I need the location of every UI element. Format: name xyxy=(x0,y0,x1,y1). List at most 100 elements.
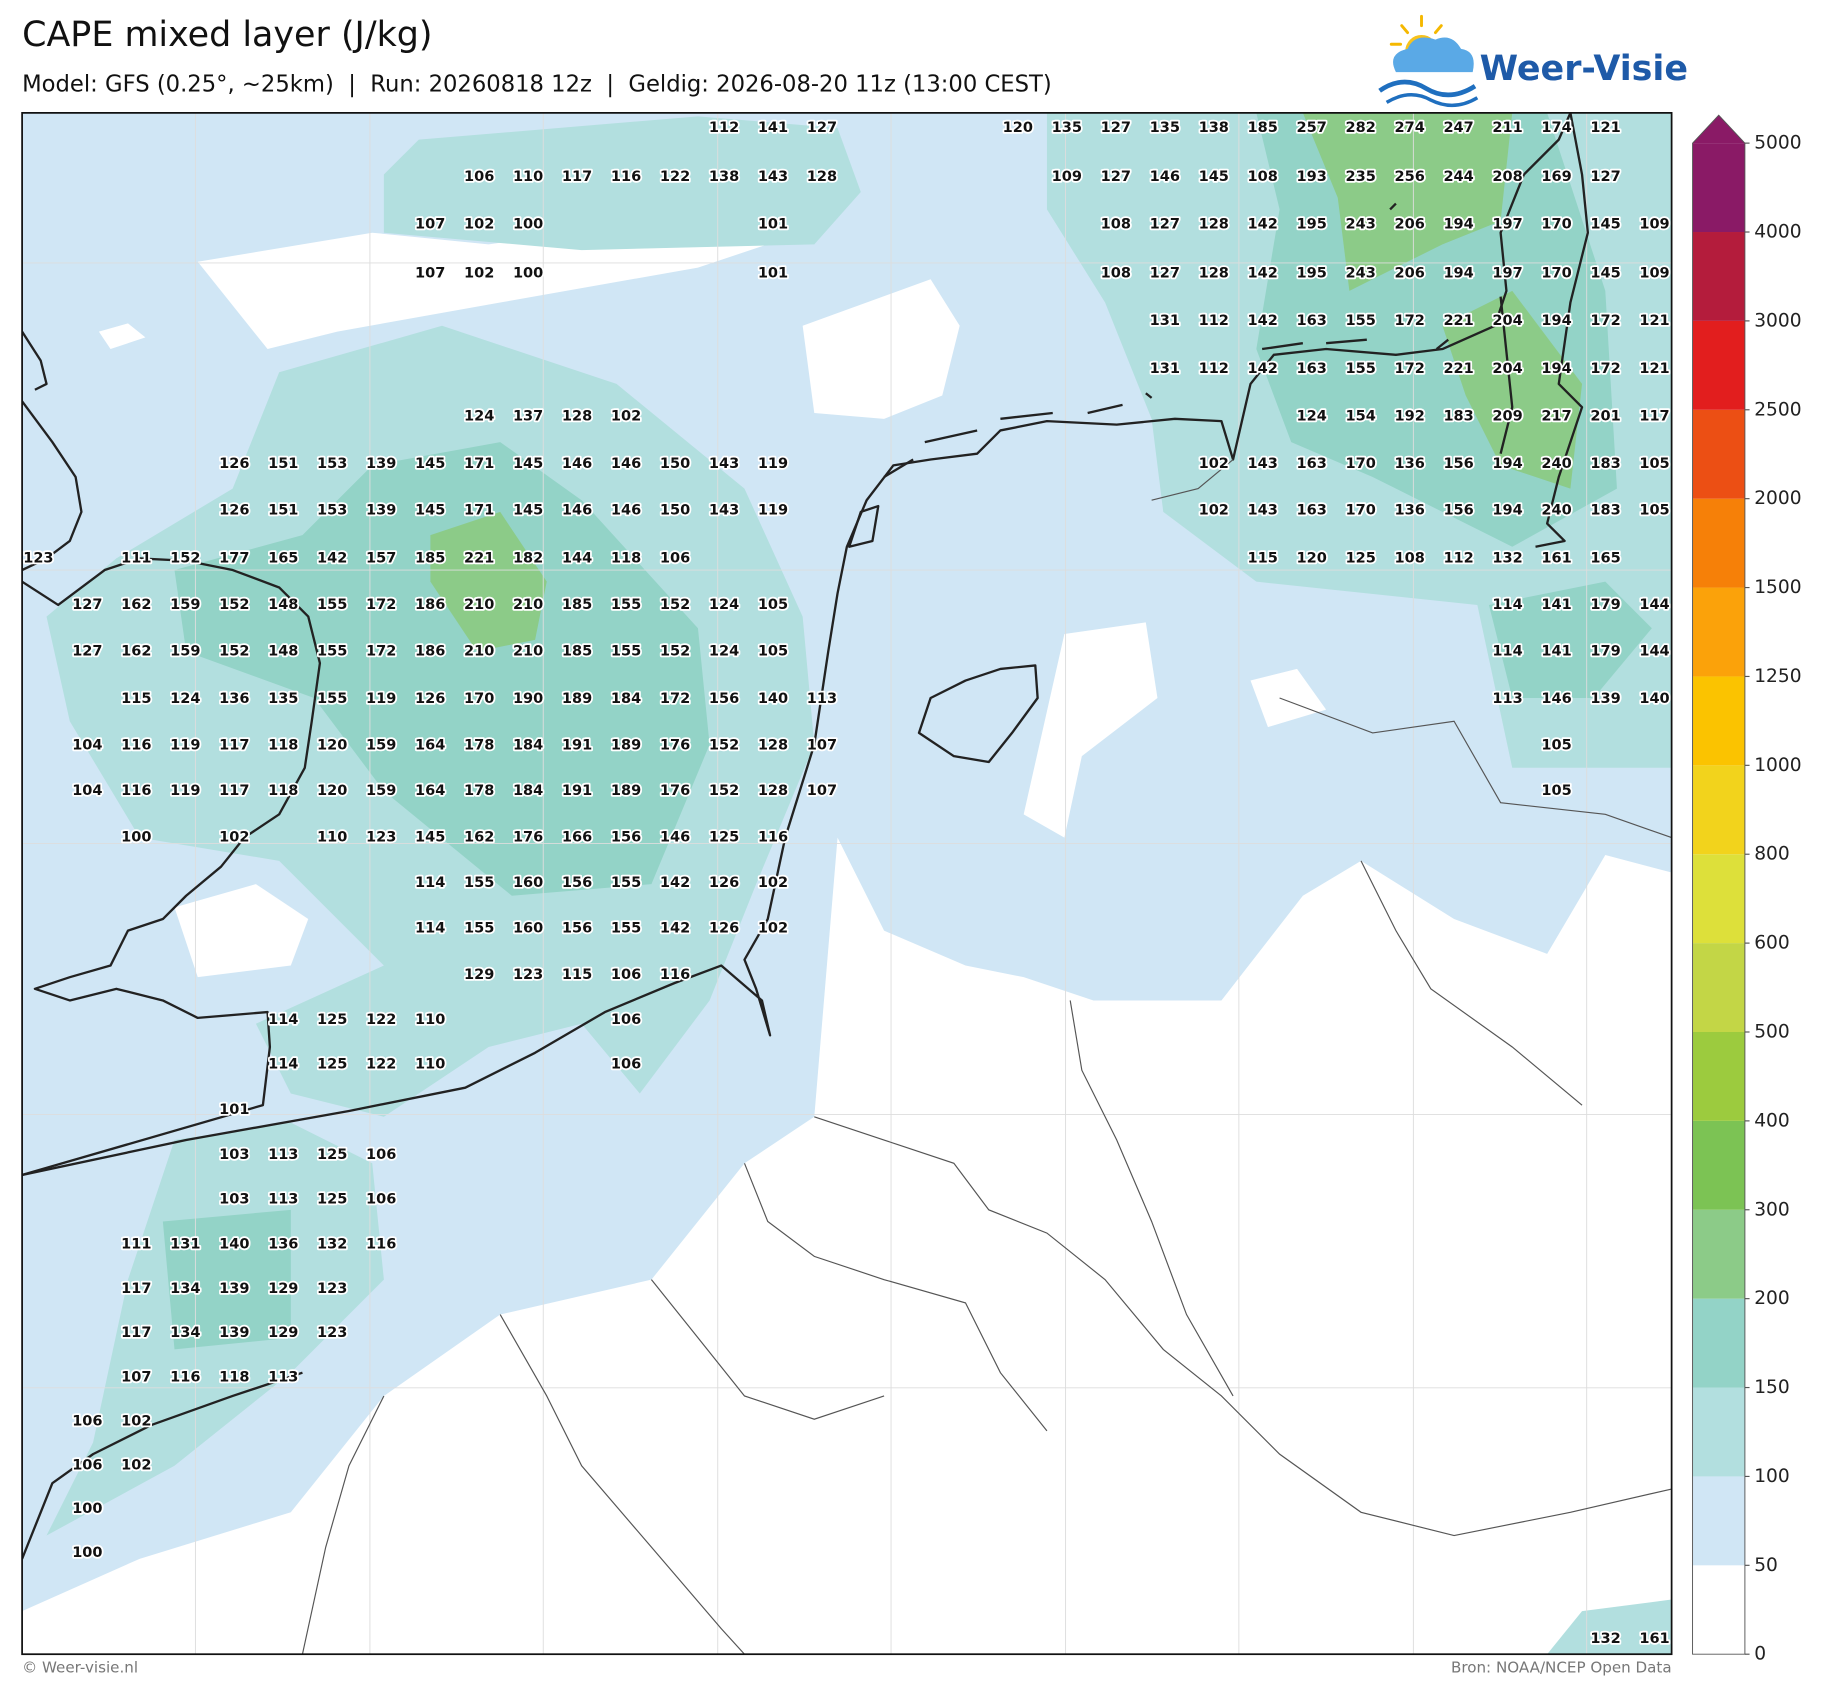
cape-value: 145 xyxy=(513,503,543,519)
cape-value: 152 xyxy=(660,643,690,659)
cape-value: 151 xyxy=(268,456,298,472)
cape-value: 140 xyxy=(219,1237,249,1253)
cape-value: 139 xyxy=(366,456,396,472)
cape-value: 139 xyxy=(366,503,396,519)
cape-value: 128 xyxy=(562,408,592,424)
cape-value: 127 xyxy=(1101,120,1131,136)
cape-value: 172 xyxy=(1394,313,1424,329)
cape-value: 144 xyxy=(1639,597,1669,613)
cape-value: 106 xyxy=(366,1191,396,1207)
colorbar-tick-label: 1000 xyxy=(1754,755,1801,776)
cape-value: 155 xyxy=(611,597,641,613)
colorbar-extend xyxy=(1692,115,1745,144)
cape-value: 160 xyxy=(513,920,543,936)
colorbar-tick-label: 200 xyxy=(1754,1288,1790,1309)
cape-value: 142 xyxy=(1248,217,1278,233)
cape-value: 117 xyxy=(562,169,592,185)
cape-value: 118 xyxy=(219,1369,249,1385)
cape-value: 121 xyxy=(1590,120,1620,136)
cape-value: 164 xyxy=(415,738,445,754)
subtitle: Model: GFS (0.25°, ~25km) | Run: 2026081… xyxy=(22,71,1052,97)
colorbar-tick-label: 5000 xyxy=(1754,133,1801,154)
cape-value: 178 xyxy=(464,783,494,799)
cape-value: 123 xyxy=(317,1325,347,1341)
cape-value: 146 xyxy=(1541,691,1571,707)
cape-value: 132 xyxy=(317,1237,347,1253)
cape-value: 128 xyxy=(758,738,788,754)
cape-value: 166 xyxy=(562,830,592,846)
cape-value: 183 xyxy=(1443,408,1473,424)
cape-value: 209 xyxy=(1492,408,1522,424)
colorbar-segment xyxy=(1692,1031,1745,1121)
colorbar-tick-label: 300 xyxy=(1754,1199,1790,1220)
cape-value: 135 xyxy=(268,691,298,707)
cape-value: 144 xyxy=(562,550,592,566)
cape-value: 128 xyxy=(758,783,788,799)
value-labels: 112 141 127 120 135 127 135 138 185 257 282 274 247 2… xyxy=(22,118,1671,1649)
cape-value: 184 xyxy=(611,691,641,707)
cape-value: 116 xyxy=(170,1369,200,1385)
cape-value: 185 xyxy=(562,643,592,659)
cape-value: 146 xyxy=(660,830,690,846)
cape-value: 141 xyxy=(1541,643,1571,659)
cape-value: 116 xyxy=(121,738,151,754)
source: Bron: NOAA/NCEP Open Data xyxy=(1451,1659,1672,1677)
cape-value: 115 xyxy=(121,691,151,707)
cape-value: 163 xyxy=(1297,503,1327,519)
cape-value: 240 xyxy=(1541,503,1571,519)
cape-value: 125 xyxy=(317,1012,347,1028)
cape-value: 194 xyxy=(1492,456,1522,472)
cape-value: 204 xyxy=(1492,361,1522,377)
cape-value: 192 xyxy=(1394,408,1424,424)
cape-value: 120 xyxy=(317,738,347,754)
cape-value: 119 xyxy=(366,691,396,707)
cape-value: 172 xyxy=(1590,313,1620,329)
cape-value: 115 xyxy=(1248,550,1278,566)
cape-value: 185 xyxy=(562,597,592,613)
colorbar-tick-label: 500 xyxy=(1754,1021,1790,1042)
cape-value: 100 xyxy=(72,1545,102,1561)
cape-value: 107 xyxy=(807,783,837,799)
cape-value: 122 xyxy=(660,169,690,185)
cape-value: 101 xyxy=(758,217,788,233)
cape-value: 100 xyxy=(121,830,151,846)
cape-shading xyxy=(22,112,1672,1655)
cape-value: 122 xyxy=(366,1012,396,1028)
cape-value: 145 xyxy=(415,830,445,846)
cape-value: 146 xyxy=(562,503,592,519)
colorbar-segment xyxy=(1692,854,1745,944)
cape-value: 155 xyxy=(611,920,641,936)
cape-value: 170 xyxy=(1345,503,1375,519)
colorbar-tick-label: 3000 xyxy=(1754,310,1801,331)
cape-value: 184 xyxy=(513,738,543,754)
cape-value: 109 xyxy=(1639,265,1669,281)
cape-value: 155 xyxy=(464,875,494,891)
cape-value: 119 xyxy=(170,783,200,799)
cape-value: 162 xyxy=(121,597,151,613)
cape-value: 131 xyxy=(1150,313,1180,329)
cape-value: 143 xyxy=(709,456,739,472)
cape-value: 194 xyxy=(1541,361,1571,377)
cape-value: 114 xyxy=(268,1056,298,1072)
cape-value: 125 xyxy=(317,1191,347,1207)
cape-value: 105 xyxy=(758,643,788,659)
cape-value: 185 xyxy=(415,550,445,566)
logo-text: Weer-Visie xyxy=(1480,49,1688,89)
cape-value: 105 xyxy=(758,597,788,613)
cape-value: 160 xyxy=(513,875,543,891)
cape-value: 174 xyxy=(1541,120,1571,136)
cape-value: 128 xyxy=(1199,217,1229,233)
cape-value: 210 xyxy=(464,597,494,613)
map-frame xyxy=(21,112,1673,1656)
cape-value: 152 xyxy=(219,597,249,613)
cape-value: 129 xyxy=(268,1325,298,1341)
cape-value: 144 xyxy=(1639,643,1669,659)
cape-value: 136 xyxy=(1394,456,1424,472)
colorbar-segment xyxy=(1692,1298,1745,1388)
colorbar: 0 50 100 150 200 300 400 500 600 800 1000 1250 1500 2… xyxy=(1692,114,1802,1665)
cape-value: 189 xyxy=(611,783,641,799)
cape-value: 155 xyxy=(611,875,641,891)
cape-value: 145 xyxy=(513,456,543,472)
cape-value: 235 xyxy=(1345,169,1375,185)
cape-value: 103 xyxy=(219,1191,249,1207)
